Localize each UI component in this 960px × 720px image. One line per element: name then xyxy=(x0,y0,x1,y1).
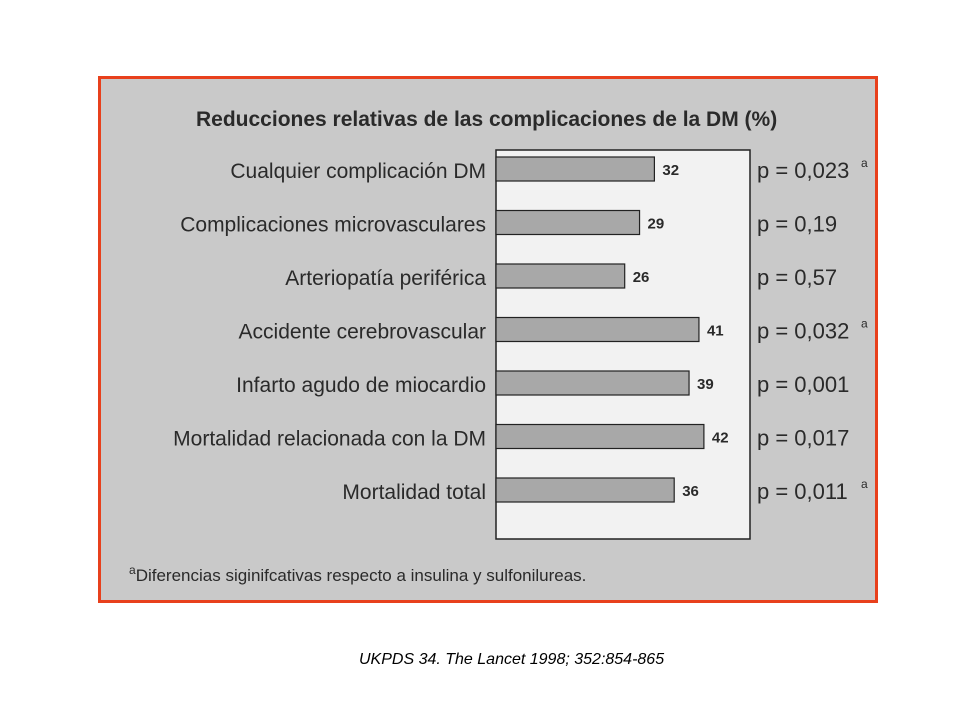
footnote-text: Diferencias siginifcativas respecto a in… xyxy=(136,566,587,585)
bar xyxy=(495,370,690,396)
footnote-mark: a xyxy=(129,563,136,577)
category-label: Infarto agudo de miocardio xyxy=(236,374,486,397)
p-value-mark: a xyxy=(861,317,868,331)
category-label: Cualquier complicación DM xyxy=(230,160,486,183)
p-value-label: p = 0,001 xyxy=(757,372,849,397)
value-label: 32 xyxy=(662,162,679,179)
value-label: 26 xyxy=(633,269,650,286)
bar xyxy=(495,423,705,450)
p-value-label: p = 0,032 xyxy=(757,319,849,344)
bar-chart: Reducciones relativas de las complicacio… xyxy=(129,108,868,585)
value-label: 42 xyxy=(712,430,729,447)
p-value-label: p = 0,023 xyxy=(757,158,849,183)
chart-photo-frame: Reducciones relativas de las complicacio… xyxy=(98,76,878,603)
chart-title: Reducciones relativas de las complicacio… xyxy=(196,108,777,131)
bar xyxy=(495,263,626,289)
category-label: Mortalidad total xyxy=(342,481,486,504)
p-value-label: p = 0,017 xyxy=(757,426,849,451)
citation: UKPDS 34. The Lancet 1998; 352:854-865 xyxy=(359,651,665,668)
p-value-mark: a xyxy=(861,156,868,170)
category-label: Accidente cerebrovascular xyxy=(239,321,486,344)
category-label: Complicaciones microvasculares xyxy=(180,214,486,237)
p-value-mark: a xyxy=(861,477,868,491)
bar xyxy=(495,156,655,182)
value-label: 29 xyxy=(648,216,665,233)
p-value-label: p = 0,57 xyxy=(757,265,837,290)
bar xyxy=(495,209,641,236)
footnote: aDiferencias siginifcativas respecto a i… xyxy=(129,563,586,585)
category-label: Arteriopatía periférica xyxy=(285,267,486,290)
value-label: 36 xyxy=(682,483,699,500)
value-label: 41 xyxy=(707,323,724,340)
bar xyxy=(495,316,700,343)
bar xyxy=(495,477,675,503)
value-label: 39 xyxy=(697,376,714,393)
p-value-label: p = 0,011 xyxy=(757,479,848,504)
p-value-label: p = 0,19 xyxy=(757,212,837,237)
category-label: Mortalidad relacionada con la DM xyxy=(173,428,486,451)
